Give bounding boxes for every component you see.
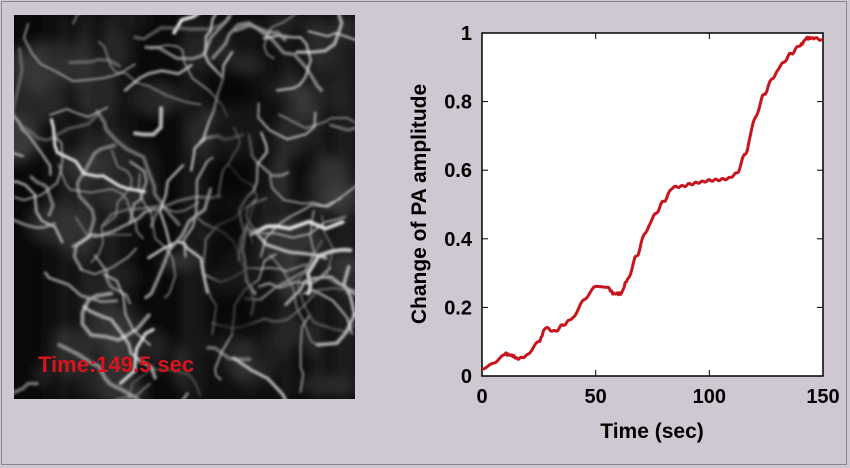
micrograph-image <box>14 15 355 399</box>
line-chart: 0 50 100 150 0 0.2 0.4 0.6 0.8 1 Time (sec) Chang… <box>408 23 840 443</box>
micrograph-panel: Time:149.5 sec <box>14 15 355 399</box>
y-tick-label: 0.2 <box>444 297 472 319</box>
y-tick-label: 0.6 <box>444 160 472 182</box>
x-tick-label: 0 <box>476 386 487 408</box>
series-line <box>481 35 824 371</box>
x-tick-label: 150 <box>806 386 839 408</box>
time-label: Time:149.5 sec <box>38 352 195 377</box>
y-tick-label: 0.8 <box>444 92 472 114</box>
x-axis-title: Time (sec) <box>600 420 704 443</box>
plot-area <box>481 32 824 377</box>
y-tick-label: 1 <box>461 23 472 45</box>
y-tick-label: 0.4 <box>444 229 473 251</box>
x-tick-label: 50 <box>585 386 607 408</box>
y-axis-title: Change of PA amplitude <box>408 84 431 324</box>
x-tick-label: 100 <box>693 386 726 408</box>
y-tick-label: 0 <box>461 366 472 388</box>
